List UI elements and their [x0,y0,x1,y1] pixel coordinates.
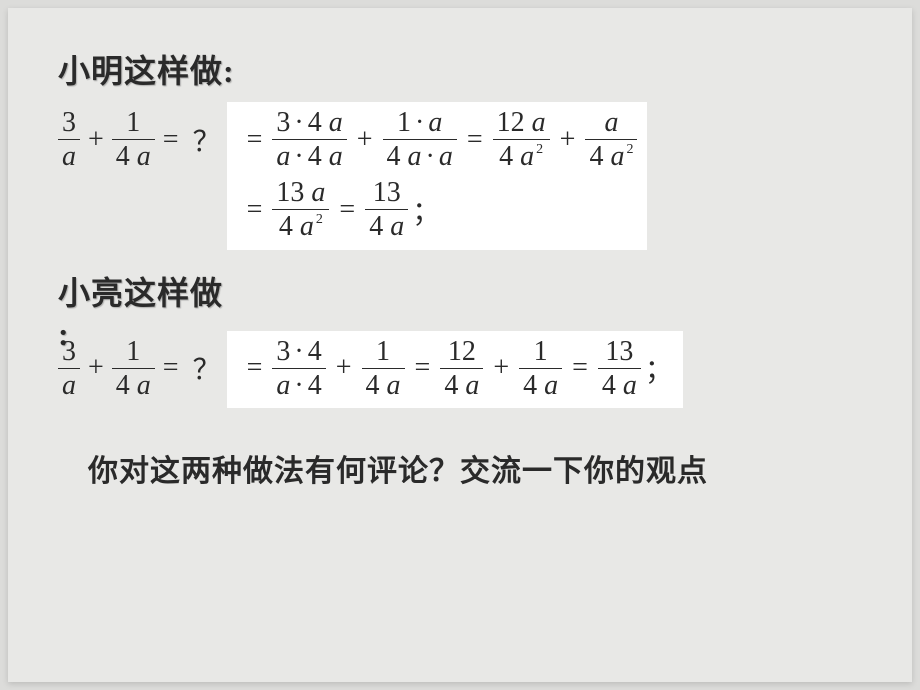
fraction: 1 4 a [519,337,562,401]
equation-left-side: 3 a + 1 4 a = ？ [58,331,221,401]
fraction: 12 a 4 a2 [493,108,550,172]
heading-xiaoming: 小明这样做: [58,46,862,92]
fraction: 3·4 a·4 [272,337,325,401]
fraction: 12 4 a [440,337,483,401]
discussion-question: 你对这两种做法有何评论？交流一下你的观点 [88,446,862,490]
equation-row: = 13 a 4 a2 = 13 4 a ； [237,178,638,242]
fraction: 1 4 a [112,108,155,172]
fraction: 3 a [58,108,80,172]
heading-xiaoliang: 小亮这样做 [58,268,862,314]
fraction: 13 a 4 a2 [272,178,329,242]
equation-xiaoliang: 3 a + 1 4 a = ？ = 3·4 a·4 + [58,331,862,409]
fraction: 1·a 4 a·a [383,108,457,172]
question-mark: ？ [187,120,221,160]
derivation-box-xiaoliang: = 3·4 a·4 + 1 4 a = 12 4 a + [227,331,683,409]
slide: 小明这样做: 3 a + 1 4 a = ？ = 3·4 a [8,8,912,682]
fraction: 1 4 a [362,337,405,401]
fraction: 3·4 a a·4 a [272,108,346,172]
fraction: 13 4 a [365,178,408,242]
equation-row: = 3·4 a·4 + 1 4 a = 12 4 a + [237,337,673,401]
derivation-box-xiaoming: = 3·4 a a·4 a + 1·a 4 a·a = 12 a 4 a2 [227,102,648,250]
equation-xiaoming: 3 a + 1 4 a = ？ = 3·4 a a·4 a [58,102,862,250]
fraction: 13 4 a [598,337,641,401]
fraction: 3 a [58,337,80,401]
question-mark: ？ [187,348,221,388]
fraction: a 4 a2 [585,108,637,172]
equation-left-side: 3 a + 1 4 a = ？ [58,102,221,172]
fraction: 1 4 a [112,337,155,401]
equation-row: = 3·4 a a·4 a + 1·a 4 a·a = 12 a 4 a2 [237,108,638,172]
